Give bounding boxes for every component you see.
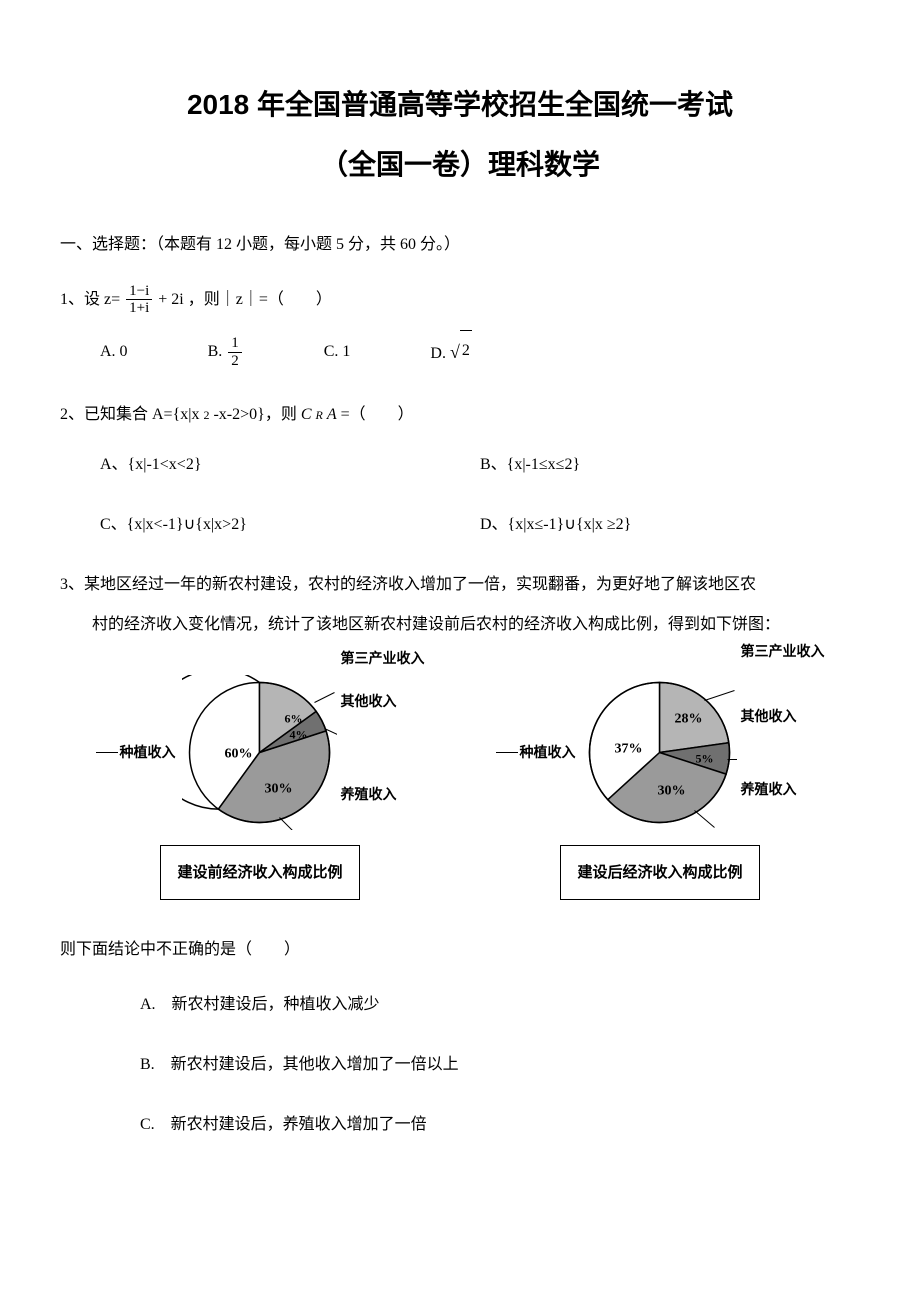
q1-plus: + 2i (158, 280, 183, 320)
q3-text-1: 3、某地区经过一年的新农村建设，农村的经济收入增加了一倍，实现翻番，为更好地了解… (60, 565, 860, 605)
pie-after-svg: 28% 5% 30% 37% (582, 675, 737, 830)
slice-label-28: 28% (674, 711, 702, 726)
slice-label-6: 6% (284, 711, 302, 725)
q3-option-b: B. 新农村建设后，其他收入增加了一倍以上 (140, 1045, 860, 1085)
section-header: 一、选择题：（本题有 12 小题，每小题 5 分，共 60 分。） (60, 231, 860, 260)
question-3: 3、某地区经过一年的新农村建设，农村的经济收入增加了一倍，实现翻番，为更好地了解… (60, 565, 860, 1146)
q1-prefix: 1、设 z= (60, 280, 120, 320)
q2-prefix: 2、已知集合 A={x|x (60, 395, 199, 435)
q1-option-b: B. 1 2 (208, 332, 244, 372)
q1-option-d: D. √2 (430, 330, 471, 375)
q1-fraction: 1−i 1+i (126, 283, 152, 317)
pie-chart-before: 种植收入 60% 6% 4% (96, 675, 425, 830)
caption-before: 建设前经济收入构成比例 (160, 845, 359, 901)
q1-frac-num: 1−i (126, 283, 152, 301)
slice-label-30: 30% (264, 781, 292, 796)
pie-before-svg: 60% 6% 4% 30% (182, 675, 337, 830)
slice-label-4: 4% (289, 727, 307, 741)
pie-chart-after: 种植收入 28% 5% 30% (496, 675, 825, 830)
q1-frac-den: 1+i (126, 300, 152, 317)
q3-option-a: A. 新农村建设后，种植收入减少 (140, 985, 860, 1025)
slice-label-5: 5% (695, 751, 713, 765)
slice-label-30b: 30% (657, 783, 685, 798)
question-1: 1、设 z= 1−i 1+i + 2i ，则｜z｜=（ ） A. 0 B. 1 … (60, 280, 860, 375)
slice-label-37: 37% (614, 741, 642, 756)
title-line-2: （全国一卷）理科数学 (60, 140, 860, 190)
q1-option-c: C. 1 (324, 332, 351, 372)
q2-option-b: B、{x|-1≤x≤2} (480, 445, 860, 485)
q2-option-a: A、{x|-1<x<2} (100, 445, 480, 485)
question-2: 2、已知集合 A={x|x2-x-2>0}，则CRA =（ ） A、{x|-1<… (60, 395, 860, 545)
caption-after: 建设后经济收入构成比例 (560, 845, 759, 901)
q1-option-a: A. 0 (100, 332, 128, 372)
q1-suffix: ，则｜z｜=（ ） (188, 280, 332, 320)
q2-option-c: C、{x|x<-1}∪{x|x>2} (100, 505, 480, 545)
title-line-1: 2018 年全国普通高等学校招生全国统一考试 (60, 80, 860, 130)
q2-option-d: D、{x|x≤-1}∪{x|x ≥2} (480, 505, 860, 545)
q3-followup: 则下面结论中不正确的是（ ） (60, 930, 860, 970)
q3-option-c: C. 新农村建设后，养殖收入增加了一倍 (140, 1105, 860, 1145)
slice-label-60: 60% (224, 746, 252, 761)
